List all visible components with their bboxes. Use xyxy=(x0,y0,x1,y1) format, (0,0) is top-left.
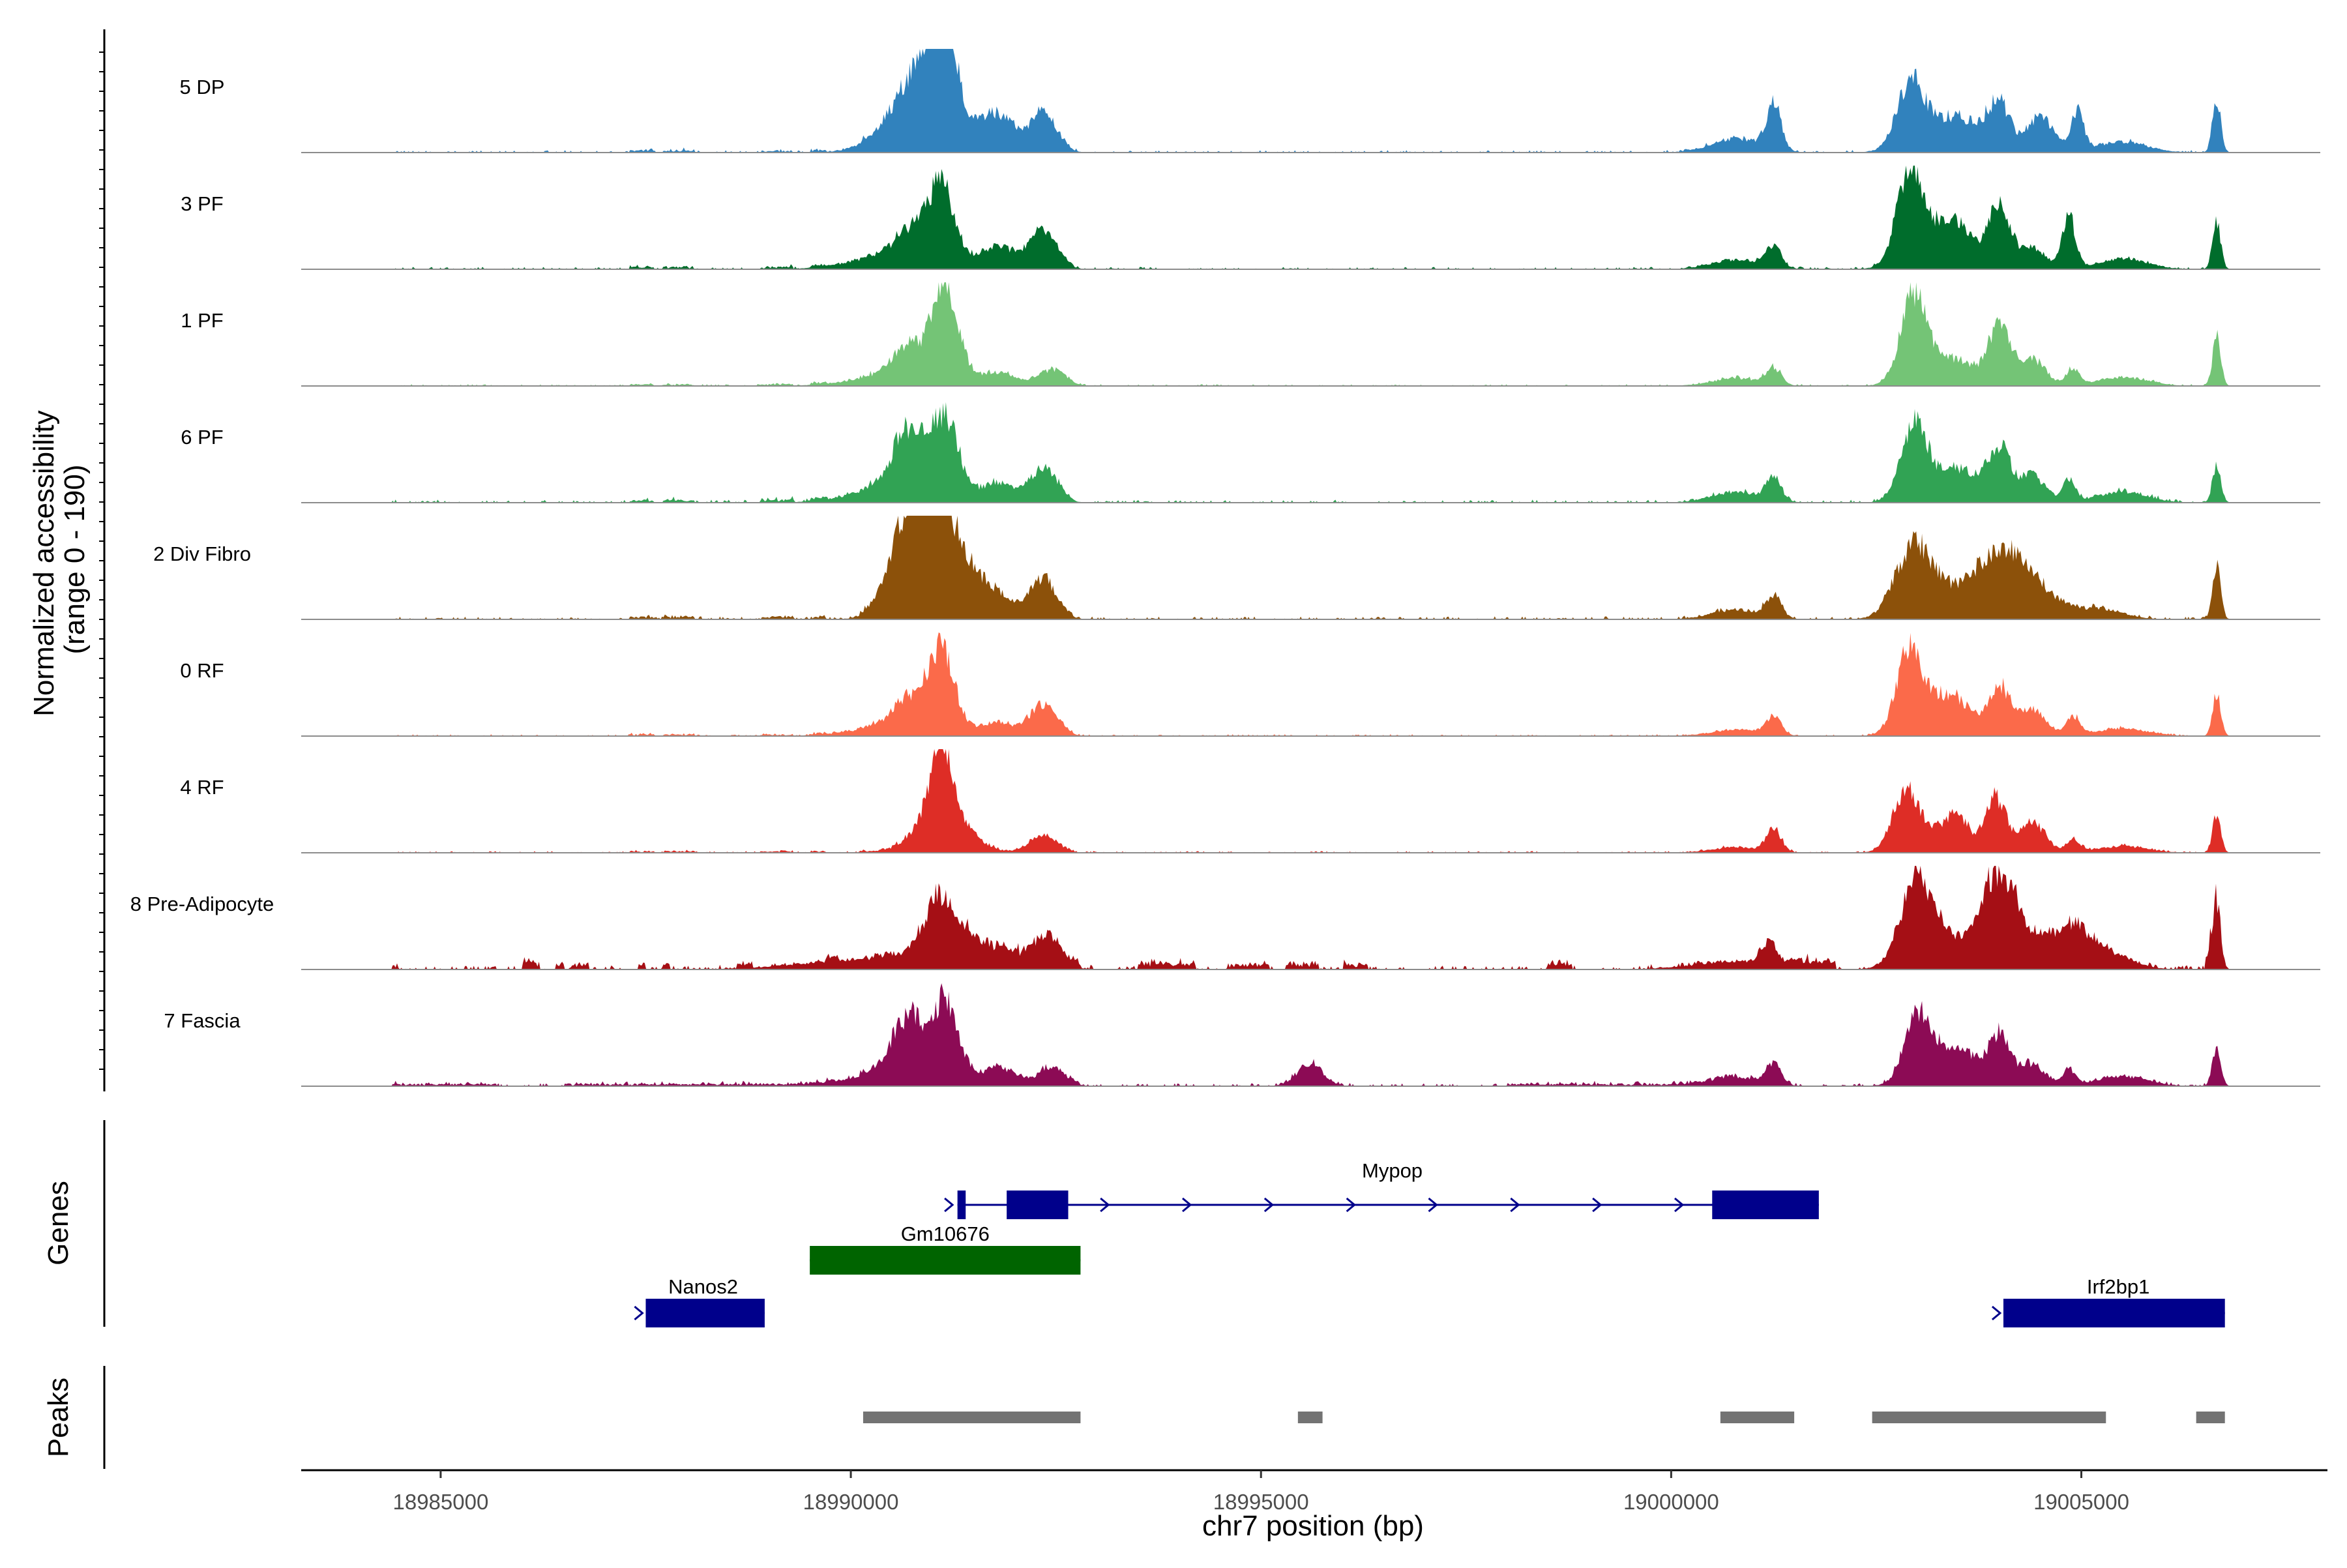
peak-region xyxy=(1872,1412,2106,1423)
coverage-tracks: 5 DP 3 PF 1 PF 6 PF 2 Div Fibro 0 RF 4 RF 8 Pre… xyxy=(130,49,2321,1087)
track-8-pre-adipocyte: 8 Pre-Adipocyte xyxy=(130,866,2321,970)
peak-region xyxy=(1720,1412,1795,1423)
gene-exon xyxy=(810,1246,1081,1275)
y-axis-ticks xyxy=(99,52,104,1070)
x-axis-title: chr7 position (bp) xyxy=(1202,1510,1424,1542)
strand-arrow-icon xyxy=(1674,1197,1685,1213)
x-tick-label: 18995000 xyxy=(1213,1490,1309,1514)
gene-exon xyxy=(2003,1299,2225,1327)
gene-label: Gm10676 xyxy=(901,1222,990,1245)
y-axis-title-line1: Normalized accessibility xyxy=(28,410,60,716)
coverage-area xyxy=(346,632,2230,736)
gene-exon xyxy=(1007,1191,1069,1219)
coverage-area xyxy=(346,49,2230,153)
coverage-area xyxy=(346,749,2230,853)
strand-arrow-icon xyxy=(1510,1197,1520,1213)
track-label: 6 PF xyxy=(181,426,223,449)
peak-region xyxy=(2196,1412,2225,1423)
coverage-area xyxy=(346,166,2230,269)
track-1-pf: 1 PF xyxy=(181,282,2321,387)
x-tick-label: 19005000 xyxy=(2033,1490,2129,1514)
x-tick-label: 19000000 xyxy=(1623,1490,1719,1514)
strand-arrow-icon xyxy=(1428,1197,1438,1213)
peak-region xyxy=(863,1412,1081,1423)
track-label: 7 Fascia xyxy=(164,1009,241,1032)
strand-arrow-icon xyxy=(944,1197,954,1213)
gene-gm10676: Gm10676 xyxy=(810,1222,1081,1275)
track-label: 3 PF xyxy=(181,192,223,215)
peaks-panel-title: Peaks xyxy=(42,1378,74,1457)
track-4-rf: 4 RF xyxy=(180,749,2321,853)
coverage-area xyxy=(346,983,2230,1086)
strand-arrow-icon xyxy=(634,1305,644,1321)
strand-arrow-icon xyxy=(1346,1197,1356,1213)
strand-arrow-icon xyxy=(1100,1197,1110,1213)
track-label: 0 RF xyxy=(180,659,224,682)
track-label: 8 Pre-Adipocyte xyxy=(130,893,274,915)
track-7-fascia: 7 Fascia xyxy=(164,983,2321,1087)
coverage-area xyxy=(346,402,2230,503)
strand-arrow-icon xyxy=(1263,1197,1275,1213)
gene-exon xyxy=(957,1191,966,1219)
strand-arrow-icon xyxy=(1592,1197,1602,1213)
track-2-div-fibro: 2 Div Fibro xyxy=(153,516,2321,620)
track-label: 5 DP xyxy=(180,76,225,98)
gene-irf2bp1: Irf2bp1 xyxy=(1991,1275,2225,1327)
gene-mypop: Mypop xyxy=(944,1159,1819,1219)
gene-exon xyxy=(1712,1191,1819,1219)
gene-exon xyxy=(645,1299,765,1327)
strand-arrow-icon xyxy=(1991,1305,2002,1321)
track-3-pf: 3 PF xyxy=(181,166,2321,270)
coverage-area xyxy=(346,516,2230,619)
track-label: 2 Div Fibro xyxy=(153,542,251,565)
track-6-pf: 6 PF xyxy=(181,402,2321,503)
peak-region xyxy=(1297,1412,1323,1423)
gene-label: Mypop xyxy=(1362,1159,1423,1182)
track-0-rf: 0 RF xyxy=(180,632,2321,737)
coverage-area xyxy=(346,866,2230,969)
y-axis-title-line2: (range 0 - 190) xyxy=(59,464,91,654)
gene-label: Irf2bp1 xyxy=(2087,1275,2150,1298)
genes-panel-title: Genes xyxy=(42,1181,74,1265)
track-label: 4 RF xyxy=(180,776,224,799)
gene-nanos2: Nanos2 xyxy=(634,1275,765,1327)
axes: Normalized accessibility (range 0 - 190)… xyxy=(28,29,2327,1542)
peaks-panel xyxy=(863,1412,2225,1423)
genes-panel: Nanos2 Gm10676 Mypop Irf2bp1 xyxy=(634,1159,2225,1327)
y-axis-title: Normalized accessibility (range 0 - 190) xyxy=(28,402,91,717)
coverage-area xyxy=(346,282,2230,386)
track-5-dp: 5 DP xyxy=(180,49,2321,153)
x-tick-label: 18990000 xyxy=(803,1490,899,1514)
strand-arrow-icon xyxy=(1181,1197,1192,1213)
gene-label: Nanos2 xyxy=(668,1275,738,1298)
track-label: 1 PF xyxy=(181,309,223,332)
x-tick-label: 18985000 xyxy=(392,1490,488,1514)
